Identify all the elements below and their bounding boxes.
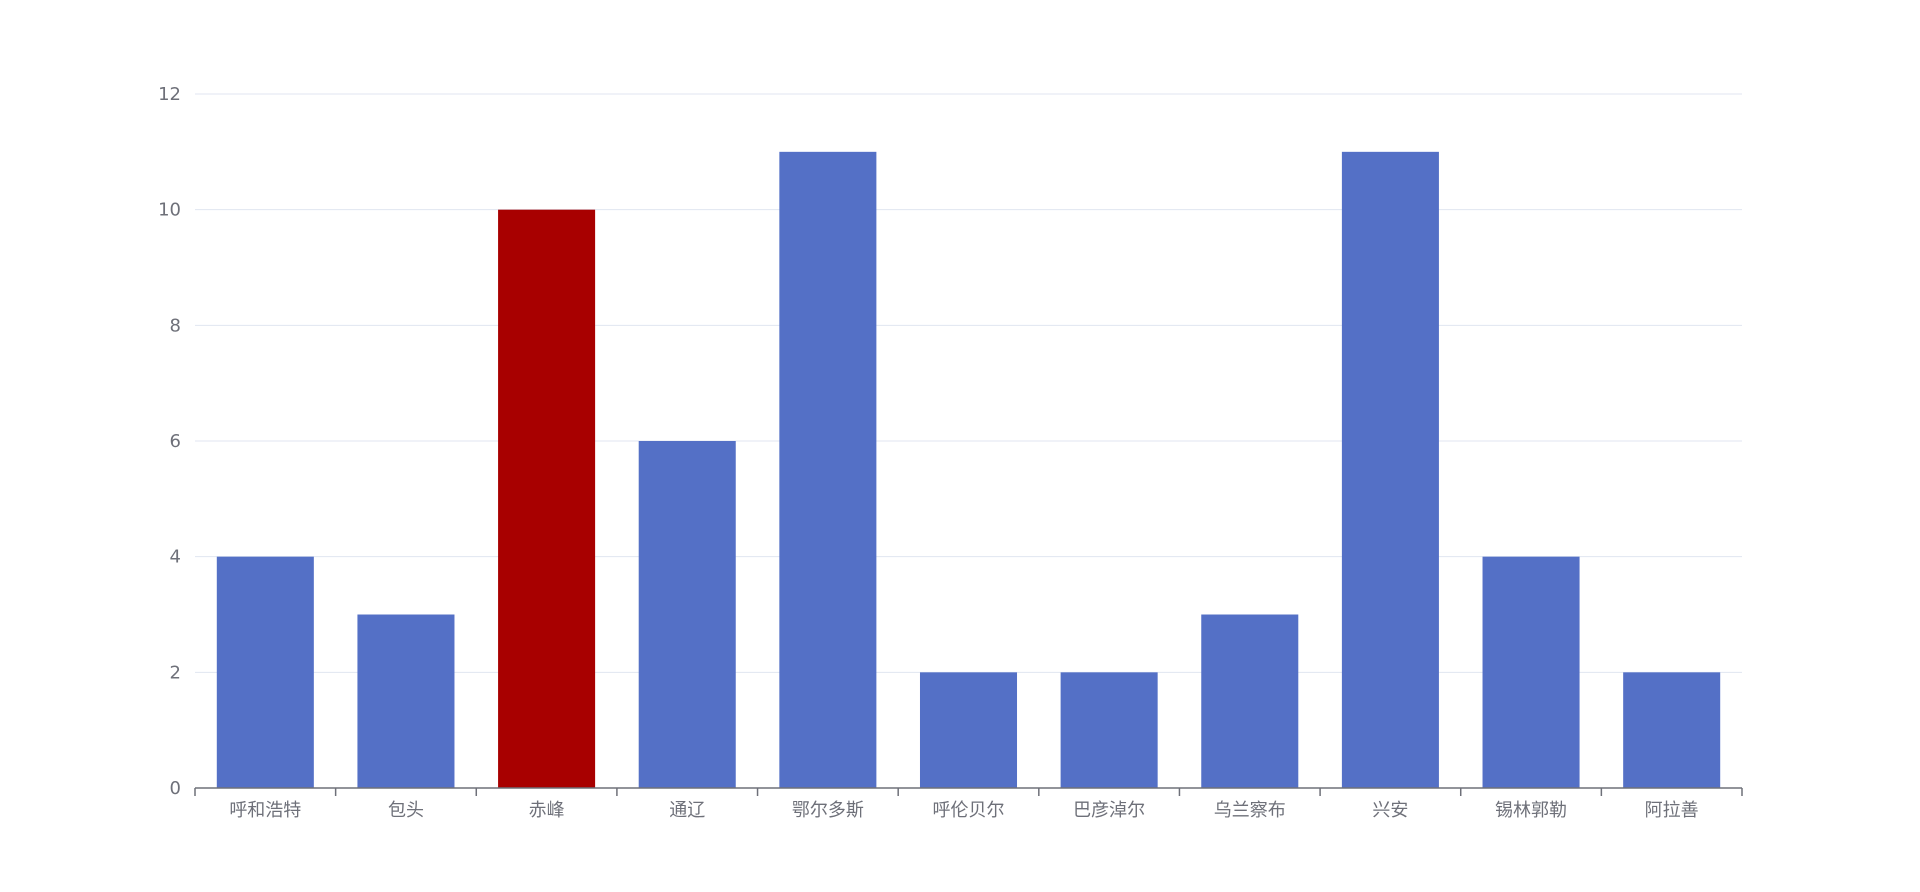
bar-8[interactable] [1341,151,1439,789]
x-tick-label: 锡林郭勒 [1495,800,1567,821]
y-tick-label: 6 [170,431,181,452]
x-tick-label: 鄂尔多斯 [792,800,864,821]
x-tick-label: 阿拉善 [1645,800,1699,821]
bar-6[interactable] [1060,672,1158,788]
bar-2[interactable] [498,209,596,788]
y-tick-label: 2 [170,662,181,683]
bar-10[interactable] [1623,672,1721,788]
y-tick-label: 0 [170,778,181,799]
bars [216,151,1721,789]
tick-labels: 0 2 4 6 8 10 12 呼和浩特 包头 赤峰 通辽 鄂尔多斯 呼伦贝尔 巴彦淖尔 乌兰察布 兴安 锡林郭… [158,84,1699,821]
y-tick-label: 10 [158,200,181,221]
bar-3[interactable] [638,441,736,788]
x-tick-label: 呼和浩特 [229,800,301,821]
bar-7[interactable] [1201,614,1299,789]
y-tick-label: 4 [170,547,181,568]
axes [194,787,1743,796]
x-tick-label: 通辽 [669,800,705,821]
x-tick-label: 赤峰 [529,800,565,821]
bar-0[interactable] [216,556,314,788]
bar-4[interactable] [779,151,877,789]
x-tick-label: 包头 [388,800,424,821]
y-tick-label: 8 [170,315,181,336]
x-tick-label: 兴安 [1372,800,1408,821]
x-tick-label: 巴彦淖尔 [1073,800,1145,821]
bar-1[interactable] [357,614,455,789]
x-tick-label: 呼伦贝尔 [933,800,1005,821]
bar-5[interactable] [919,672,1018,788]
x-tick-label: 乌兰察布 [1214,800,1286,821]
y-tick-label: 12 [158,84,181,105]
bar-9[interactable] [1482,556,1580,788]
